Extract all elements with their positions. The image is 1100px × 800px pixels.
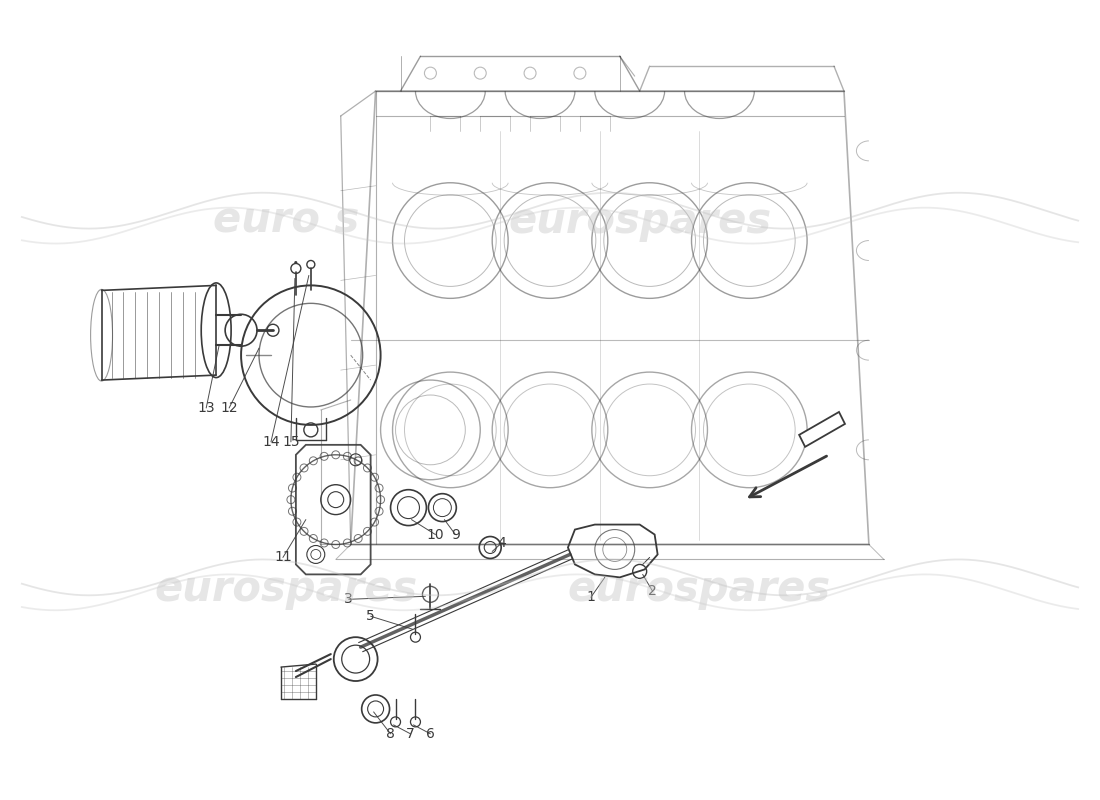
Text: 7: 7 (406, 727, 415, 741)
Text: 3: 3 (344, 592, 353, 606)
Text: eurospares: eurospares (568, 568, 830, 610)
Text: 1: 1 (586, 590, 595, 604)
Text: 9: 9 (451, 527, 460, 542)
Text: eurospares: eurospares (508, 200, 771, 242)
Text: 12: 12 (220, 401, 238, 415)
Text: 6: 6 (426, 727, 434, 741)
Text: 5: 5 (366, 610, 375, 623)
Text: 11: 11 (274, 550, 292, 565)
Text: 15: 15 (282, 435, 299, 449)
Text: ●: ● (294, 261, 298, 265)
Text: 14: 14 (262, 435, 279, 449)
Text: 13: 13 (197, 401, 215, 415)
Text: 4: 4 (498, 535, 506, 550)
Text: 2: 2 (648, 584, 657, 598)
Text: eurospares: eurospares (154, 568, 418, 610)
Polygon shape (799, 412, 845, 447)
Text: 10: 10 (427, 527, 444, 542)
Text: euro s: euro s (212, 200, 359, 242)
Text: 8: 8 (386, 727, 395, 741)
